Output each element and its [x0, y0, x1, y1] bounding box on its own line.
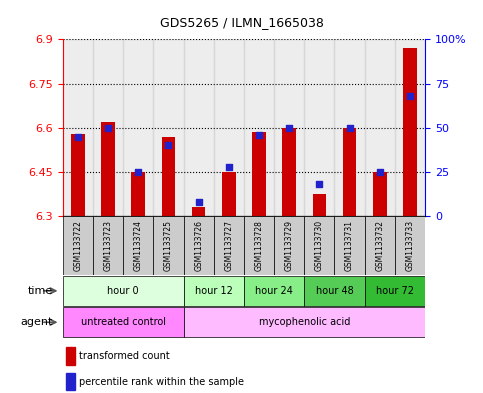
- Bar: [222, 172, 236, 216]
- Bar: [334, 39, 365, 216]
- Bar: [343, 128, 356, 216]
- Text: transformed count: transformed count: [79, 351, 170, 361]
- Point: [225, 163, 233, 170]
- FancyBboxPatch shape: [154, 216, 184, 275]
- FancyBboxPatch shape: [365, 276, 425, 306]
- Text: GSM1133722: GSM1133722: [73, 220, 83, 271]
- Text: hour 0: hour 0: [107, 286, 139, 296]
- Bar: [101, 122, 115, 216]
- Bar: [67, 347, 75, 365]
- Bar: [63, 39, 93, 216]
- Bar: [274, 39, 304, 216]
- Text: GDS5265 / ILMN_1665038: GDS5265 / ILMN_1665038: [159, 16, 324, 29]
- Text: hour 24: hour 24: [255, 286, 293, 296]
- Point: [165, 142, 172, 149]
- FancyBboxPatch shape: [274, 216, 304, 275]
- Bar: [304, 39, 334, 216]
- FancyBboxPatch shape: [184, 276, 244, 306]
- FancyBboxPatch shape: [334, 216, 365, 275]
- Text: GSM1133733: GSM1133733: [405, 220, 414, 271]
- Text: GSM1133727: GSM1133727: [224, 220, 233, 271]
- Bar: [365, 39, 395, 216]
- Text: GSM1133728: GSM1133728: [255, 220, 264, 271]
- Bar: [131, 172, 145, 216]
- Text: GSM1133723: GSM1133723: [103, 220, 113, 271]
- FancyBboxPatch shape: [213, 216, 244, 275]
- Text: GSM1133732: GSM1133732: [375, 220, 384, 271]
- Point: [195, 199, 202, 205]
- Text: mycophenolic acid: mycophenolic acid: [258, 317, 350, 327]
- Text: hour 48: hour 48: [315, 286, 354, 296]
- Text: agent: agent: [21, 317, 53, 327]
- FancyBboxPatch shape: [244, 276, 304, 306]
- Point: [74, 134, 82, 140]
- FancyBboxPatch shape: [184, 307, 425, 337]
- FancyBboxPatch shape: [365, 216, 395, 275]
- Bar: [67, 373, 75, 391]
- Bar: [395, 39, 425, 216]
- FancyBboxPatch shape: [304, 276, 365, 306]
- Text: GSM1133726: GSM1133726: [194, 220, 203, 271]
- Bar: [313, 194, 326, 216]
- Bar: [403, 48, 417, 216]
- FancyBboxPatch shape: [63, 307, 184, 337]
- Bar: [162, 137, 175, 216]
- Point: [406, 93, 414, 99]
- FancyBboxPatch shape: [63, 216, 93, 275]
- Bar: [283, 128, 296, 216]
- Text: GSM1133731: GSM1133731: [345, 220, 354, 271]
- Bar: [123, 39, 154, 216]
- FancyBboxPatch shape: [123, 216, 154, 275]
- Point: [104, 125, 112, 131]
- Text: time: time: [28, 286, 53, 296]
- Bar: [373, 172, 386, 216]
- Text: GSM1133724: GSM1133724: [134, 220, 143, 271]
- Point: [346, 125, 354, 131]
- Text: hour 12: hour 12: [195, 286, 233, 296]
- FancyBboxPatch shape: [244, 216, 274, 275]
- Point: [134, 169, 142, 175]
- Text: GSM1133729: GSM1133729: [284, 220, 294, 271]
- Text: GSM1133730: GSM1133730: [315, 220, 324, 271]
- Text: untreated control: untreated control: [81, 317, 166, 327]
- FancyBboxPatch shape: [184, 216, 213, 275]
- Text: percentile rank within the sample: percentile rank within the sample: [79, 377, 244, 387]
- Bar: [252, 132, 266, 216]
- Bar: [192, 208, 205, 216]
- Point: [315, 181, 323, 187]
- Text: GSM1133725: GSM1133725: [164, 220, 173, 271]
- FancyBboxPatch shape: [63, 276, 184, 306]
- Point: [376, 169, 384, 175]
- Bar: [93, 39, 123, 216]
- Bar: [154, 39, 184, 216]
- Point: [285, 125, 293, 131]
- Point: [255, 132, 263, 138]
- Bar: [244, 39, 274, 216]
- FancyBboxPatch shape: [395, 216, 425, 275]
- FancyBboxPatch shape: [93, 216, 123, 275]
- Text: hour 72: hour 72: [376, 286, 414, 296]
- FancyBboxPatch shape: [304, 216, 334, 275]
- Bar: [213, 39, 244, 216]
- Bar: [71, 134, 85, 216]
- Bar: [184, 39, 213, 216]
